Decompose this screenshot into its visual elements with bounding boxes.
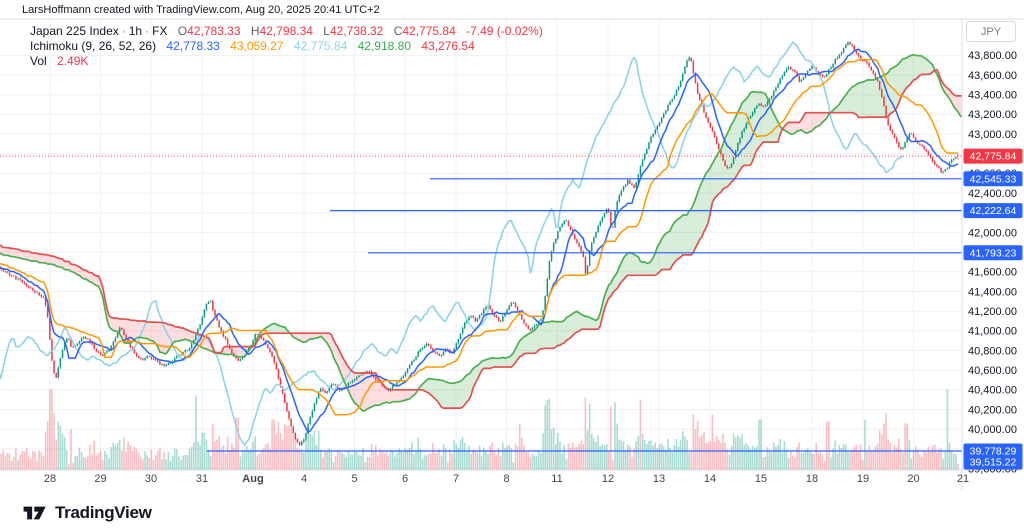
kijun-sen-line — [0, 58, 958, 416]
svg-text:42,222.64: 42,222.64 — [970, 205, 1017, 217]
volume-label: Vol — [30, 54, 47, 68]
legend-indicator-row[interactable]: Ichimoku (9, 26, 52, 26) 42,778.33 43,05… — [30, 39, 543, 54]
svg-text:42,000.00: 42,000.00 — [968, 227, 1017, 239]
volume-bars — [0, 389, 959, 470]
candles — [0, 41, 959, 447]
change-value: -7.49 (-0.02%) — [466, 24, 543, 38]
svg-text:39,515.22: 39,515.22 — [970, 457, 1017, 469]
high-value: 42,798.34 — [259, 24, 313, 38]
svg-text:4: 4 — [301, 473, 307, 485]
senkou-b-value: 43,276.54 — [421, 39, 475, 53]
time-axis-labels[interactable]: 28 29 30 31 Aug 4 5 6 7 8 11 12 13 14 15 18 19 20 21 — [44, 473, 969, 485]
price-level-badge[interactable]: 42,222.64 — [963, 203, 1023, 219]
tradingview-brand-text: TradingView — [55, 503, 152, 522]
price-level-badge[interactable]: 42,545.33 — [963, 171, 1023, 187]
svg-text:40,000.00: 40,000.00 — [968, 424, 1017, 436]
svg-text:41,200.00: 41,200.00 — [968, 306, 1017, 318]
price-level-badge[interactable]: 39,515.22 — [963, 454, 1023, 470]
interval-label: 1h — [128, 24, 143, 38]
senkou-b-line — [0, 68, 962, 409]
legend-volume-row[interactable]: Vol 2.49K — [30, 54, 543, 69]
svg-text:43,200.00: 43,200.00 — [968, 109, 1017, 121]
plot-area[interactable] — [0, 19, 966, 470]
svg-text:29: 29 — [94, 473, 106, 485]
svg-text:28: 28 — [44, 473, 56, 485]
svg-text:43,400.00: 43,400.00 — [968, 90, 1017, 102]
svg-text:13: 13 — [653, 473, 665, 485]
attribution-text: LarsHoffmann created with TradingView.co… — [22, 4, 380, 16]
svg-text:42,545.33: 42,545.33 — [970, 173, 1017, 185]
price-axis-labels[interactable]: 39,600.0039,800.0040,000.0040,200.0040,4… — [968, 50, 1017, 475]
high-label: H — [250, 24, 260, 38]
chikou-span-line — [0, 41, 904, 447]
senkou-a-value: 42,918.80 — [357, 39, 412, 53]
svg-text:8: 8 — [503, 473, 509, 485]
chart-legend[interactable]: Japan 225 Index · 1h · FX O42,783.33 H42,798… — [30, 24, 543, 69]
svg-text:40,800.00: 40,800.00 — [968, 345, 1017, 357]
svg-text:Aug: Aug — [242, 473, 263, 485]
svg-text:6: 6 — [402, 473, 408, 485]
tenkan-sen-line — [0, 48, 959, 434]
svg-text:5: 5 — [351, 473, 357, 485]
horizontal-ray-drawings[interactable] — [0, 155, 962, 452]
svg-text:20: 20 — [907, 473, 919, 485]
price-level-badge[interactable]: 42,775.84 — [963, 148, 1023, 164]
svg-text:15: 15 — [755, 473, 767, 485]
chikou-value: 42,775.84 — [293, 39, 348, 53]
svg-text:21: 21 — [957, 473, 969, 485]
legend-separator: · — [121, 24, 126, 38]
symbol-name: Japan 225 Index — [30, 24, 119, 38]
legend-separator: · — [145, 24, 150, 38]
tradingview-logo-icon — [23, 506, 46, 520]
svg-text:42,400.00: 42,400.00 — [968, 188, 1017, 200]
svg-text:41,793.23: 41,793.23 — [970, 247, 1017, 259]
svg-text:40,200.00: 40,200.00 — [968, 404, 1017, 416]
svg-text:43,800.00: 43,800.00 — [968, 50, 1017, 62]
svg-text:7: 7 — [453, 473, 459, 485]
legend-symbol-row[interactable]: Japan 225 Index · 1h · FX O42,783.33 H42,798… — [30, 24, 543, 39]
svg-text:42,775.84: 42,775.84 — [970, 151, 1017, 163]
svg-text:31: 31 — [196, 473, 208, 485]
svg-text:19: 19 — [857, 473, 869, 485]
open-value: 42,783.33 — [187, 24, 241, 38]
svg-text:41,000.00: 41,000.00 — [968, 326, 1017, 338]
tenkan-value: 42,778.33 — [166, 39, 220, 53]
svg-text:43,000.00: 43,000.00 — [968, 129, 1017, 141]
volume-value: 2.49K — [57, 54, 89, 68]
open-label: O — [177, 24, 188, 38]
indicator-name: Ichimoku (9, 26, 52, 26) — [30, 39, 157, 53]
svg-text:40,600.00: 40,600.00 — [968, 365, 1017, 377]
source-label: FX — [152, 24, 168, 38]
ichimoku-cloud — [0, 54, 962, 412]
low-value: 42,738.32 — [329, 24, 384, 38]
close-value: 42,775.84 — [402, 24, 456, 38]
price-badges: 42,775.8442,545.3342,222.6441,793.2339,7… — [963, 148, 1023, 470]
svg-text:30: 30 — [145, 473, 157, 485]
svg-text:41,400.00: 41,400.00 — [968, 286, 1017, 298]
svg-text:18: 18 — [806, 473, 818, 485]
currency-toggle-button[interactable]: JPY — [966, 21, 1016, 42]
kijun-value: 43,059.27 — [230, 39, 284, 53]
svg-text:41,600.00: 41,600.00 — [968, 267, 1017, 279]
svg-text:12: 12 — [602, 473, 614, 485]
tradingview-logo-link[interactable]: TradingView — [22, 503, 152, 523]
svg-text:40,400.00: 40,400.00 — [968, 385, 1017, 397]
grid-lines — [0, 19, 962, 470]
senkou-a-line — [0, 53, 962, 413]
price-level-badge[interactable]: 41,793.23 — [963, 245, 1023, 261]
low-label: L — [323, 24, 330, 38]
svg-text:14: 14 — [704, 473, 716, 485]
close-label: C — [393, 24, 403, 38]
svg-text:11: 11 — [551, 473, 562, 485]
svg-text:43,600.00: 43,600.00 — [968, 70, 1017, 82]
